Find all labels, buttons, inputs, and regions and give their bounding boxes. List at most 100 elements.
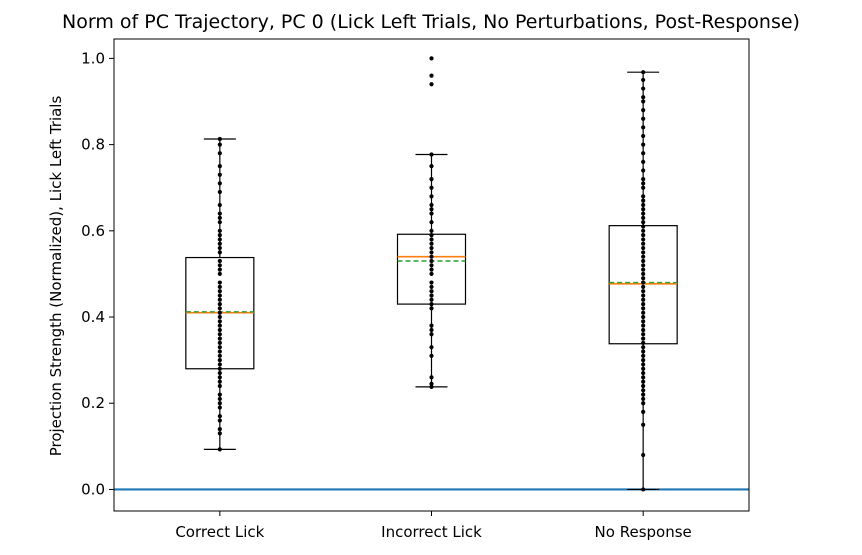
data-point xyxy=(217,211,222,216)
data-point xyxy=(641,237,646,242)
data-point xyxy=(641,323,646,328)
data-point xyxy=(217,418,222,423)
data-point xyxy=(217,323,222,328)
data-point xyxy=(429,271,434,277)
data-point xyxy=(641,366,646,371)
data-point xyxy=(429,237,434,242)
data-point xyxy=(641,271,646,277)
data-point xyxy=(641,198,646,203)
data-point xyxy=(217,358,222,363)
data-point xyxy=(641,151,646,156)
data-point xyxy=(429,220,434,225)
data-point xyxy=(641,375,646,380)
data-point xyxy=(641,388,646,393)
data-point xyxy=(641,228,646,233)
data-point xyxy=(641,168,646,173)
data-point xyxy=(429,254,434,259)
data-point xyxy=(641,383,646,389)
data-point xyxy=(429,73,434,78)
data-point xyxy=(641,289,646,294)
data-point xyxy=(217,366,222,371)
y-axis-label: Projection Strength (Normalized), Lick L… xyxy=(47,96,65,457)
data-point xyxy=(217,142,222,147)
data-point xyxy=(217,241,222,246)
data-point xyxy=(641,70,646,75)
data-point xyxy=(641,267,646,272)
y-tick-label: 0.2 xyxy=(81,394,105,412)
y-tick-label: 0.0 xyxy=(81,480,105,498)
data-point xyxy=(641,392,646,397)
data-point xyxy=(217,414,222,419)
data-point xyxy=(641,142,646,147)
data-point xyxy=(217,293,222,298)
data-point xyxy=(641,276,646,281)
data-point xyxy=(429,258,434,264)
data-point xyxy=(217,202,222,208)
data-point xyxy=(429,345,434,350)
data-point xyxy=(429,375,434,380)
data-point xyxy=(217,220,222,225)
data-point xyxy=(217,353,222,358)
data-point xyxy=(641,263,646,268)
data-point xyxy=(641,396,646,402)
y-tick-label: 0.6 xyxy=(81,222,105,240)
data-point xyxy=(641,332,646,337)
data-point xyxy=(641,86,646,91)
data-point xyxy=(641,194,646,199)
data-point xyxy=(641,297,646,302)
data-point xyxy=(641,327,646,333)
data-point xyxy=(217,297,222,302)
data-point xyxy=(429,211,434,216)
data-point xyxy=(429,233,434,238)
data-point xyxy=(217,237,222,242)
x-tick-label: No Response xyxy=(595,523,692,541)
data-point xyxy=(217,284,222,289)
data-point xyxy=(429,280,434,285)
y-tick-label: 0.8 xyxy=(81,136,105,154)
data-point xyxy=(217,379,222,384)
chart-title: Norm of PC Trajectory, PC 0 (Lick Left T… xyxy=(62,11,800,33)
plot-area: 0.0 0.2 0.4 0.6 0.8 1.0 Correct Lick Incorrect … xyxy=(81,49,749,541)
data-point xyxy=(641,353,646,358)
data-point xyxy=(429,185,434,190)
data-point xyxy=(641,99,646,104)
data-point xyxy=(429,152,434,157)
x-tick-label: Correct Lick xyxy=(175,523,264,541)
data-point xyxy=(217,233,222,238)
data-point xyxy=(429,228,434,233)
data-point xyxy=(641,314,646,320)
data-point xyxy=(429,353,434,358)
data-point xyxy=(641,284,646,289)
data-point xyxy=(429,327,434,333)
data-point xyxy=(429,332,434,337)
data-point xyxy=(217,375,222,380)
data-point xyxy=(217,336,222,341)
data-point xyxy=(217,332,222,337)
data-point xyxy=(429,82,434,87)
data-point xyxy=(641,245,646,251)
data-point xyxy=(217,306,222,311)
data-point xyxy=(429,241,434,246)
data-point xyxy=(641,358,646,363)
data-point xyxy=(217,431,222,436)
data-point xyxy=(429,293,434,298)
data-point xyxy=(641,340,646,345)
data-point xyxy=(217,396,222,402)
data-point xyxy=(641,310,646,315)
data-point xyxy=(217,267,222,272)
data-point xyxy=(429,381,434,386)
data-point xyxy=(641,280,646,285)
data-point xyxy=(217,136,222,142)
data-point xyxy=(641,224,646,229)
data-point xyxy=(429,267,434,272)
data-point xyxy=(217,314,222,320)
data-point xyxy=(641,176,646,182)
data-point xyxy=(217,301,222,307)
data-point xyxy=(641,233,646,238)
data-point xyxy=(641,345,646,350)
data-point xyxy=(641,202,646,208)
data-point xyxy=(429,384,434,389)
data-point xyxy=(641,159,646,164)
data-point xyxy=(641,207,646,212)
